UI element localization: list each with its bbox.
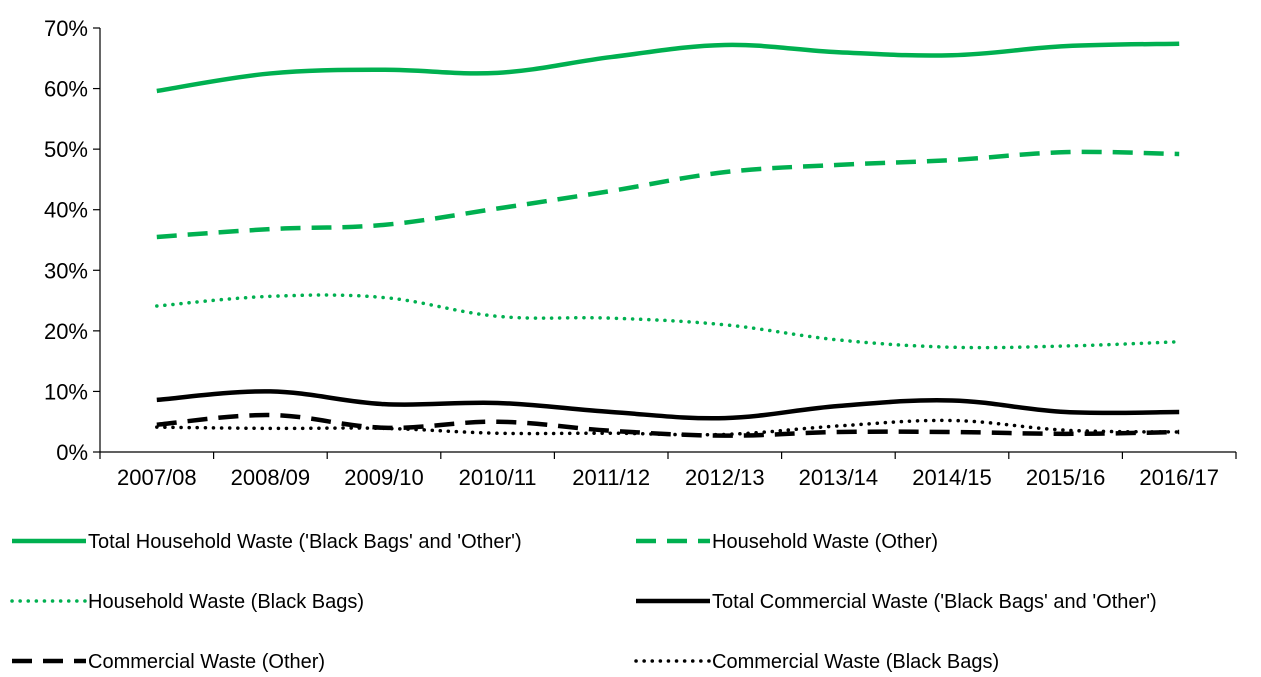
axes: 0% 10% 20% 30% 40% 50% 60% 70% 2007/08 2008/09 200… bbox=[44, 16, 1237, 490]
x-tick-label: 2014/15 bbox=[912, 465, 992, 490]
series-line bbox=[156, 41, 1180, 94]
legend-label: Total Commercial Waste ('Black Bags' and… bbox=[712, 591, 1157, 613]
x-tick-label: 2012/13 bbox=[685, 465, 765, 490]
series-line bbox=[155, 418, 1181, 437]
legend: Total Household Waste ('Black Bags' and … bbox=[10, 531, 1157, 673]
legend-item: Commercial Waste (Other) bbox=[12, 651, 325, 673]
x-tick-label: 2008/09 bbox=[231, 465, 311, 490]
x-tick-label: 2009/10 bbox=[344, 465, 424, 490]
series-line bbox=[156, 149, 1180, 240]
y-tick-label: 50% bbox=[44, 137, 88, 162]
x-tick-label: 2007/08 bbox=[117, 465, 197, 490]
legend-item: Household Waste (Black Bags) bbox=[10, 591, 364, 613]
legend-label: Total Household Waste ('Black Bags' and … bbox=[88, 531, 522, 553]
y-tick-label: 70% bbox=[44, 16, 88, 41]
x-tick-label: 2011/12 bbox=[572, 465, 650, 490]
y-tick-label: 10% bbox=[44, 379, 88, 404]
y-tick-label: 0% bbox=[56, 440, 88, 465]
series-line bbox=[156, 389, 1180, 421]
x-tick-label: 2013/14 bbox=[799, 465, 879, 490]
y-tick-label: 60% bbox=[44, 77, 88, 102]
legend-item: Commercial Waste (Black Bags) bbox=[634, 651, 999, 673]
legend-label: Household Waste (Other) bbox=[712, 531, 938, 553]
legend-label: Commercial Waste (Black Bags) bbox=[712, 651, 999, 673]
legend-item: Total Commercial Waste ('Black Bags' and… bbox=[636, 591, 1157, 613]
y-tick-label: 30% bbox=[44, 258, 88, 283]
legend-label: Commercial Waste (Other) bbox=[88, 651, 325, 673]
y-tick-label: 40% bbox=[44, 198, 88, 223]
series-line bbox=[155, 293, 1181, 350]
legend-label: Household Waste (Black Bags) bbox=[88, 591, 364, 613]
legend-item: Household Waste (Other) bbox=[636, 531, 938, 553]
y-tick-label: 20% bbox=[44, 319, 88, 344]
legend-item: Total Household Waste ('Black Bags' and … bbox=[12, 531, 522, 553]
x-tick-label: 2015/16 bbox=[1026, 465, 1106, 490]
x-tick-label: 2010/11 bbox=[459, 465, 537, 490]
series-layer bbox=[155, 41, 1181, 438]
x-tick-label: 2016/17 bbox=[1139, 465, 1219, 490]
